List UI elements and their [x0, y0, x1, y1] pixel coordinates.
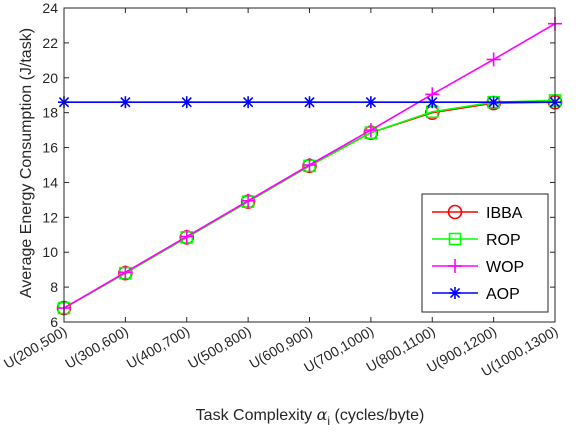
x-axis-title: Task Complexity αi (cycles/byte)	[196, 405, 425, 428]
legend-marker-wop	[448, 259, 462, 273]
y-tick-label: 16	[42, 140, 58, 156]
axes: 681012141618202224U(200,500)U(300,600)U(…	[1, 0, 561, 379]
y-tick-label: 22	[42, 35, 58, 51]
data-point-aop-1	[119, 96, 132, 109]
legend-label-wop: WOP	[486, 259, 524, 276]
x-tick-label: U(200,500)	[1, 323, 70, 372]
legend-entry-aop: AOP	[432, 286, 520, 303]
y-tick-label: 6	[50, 314, 58, 330]
legend-label-aop: AOP	[486, 286, 520, 303]
data-point-wop-1	[118, 265, 133, 280]
y-tick-label: 10	[42, 244, 58, 260]
data-point-aop-7	[487, 96, 500, 109]
y-axis-title: Average Energy Consumption (J/task)	[18, 28, 35, 298]
y-tick-label: 24	[42, 0, 58, 16]
data-point-wop-5	[363, 123, 378, 138]
data-point-wop-3	[241, 193, 256, 208]
legend: IBBA ROP WOP AOP	[421, 193, 549, 313]
data-point-aop-2	[180, 96, 193, 109]
y-tick-label: 14	[42, 174, 58, 190]
legend-marker-ibba	[447, 204, 463, 220]
data-point-aop-4	[303, 96, 316, 109]
x-tick-label: U(500,800)	[185, 323, 254, 372]
y-tick-label: 20	[42, 70, 58, 86]
x-axis-title-unit: (cycles/byte)	[330, 407, 424, 424]
y-tick-label: 18	[42, 105, 58, 121]
x-axis-title-sub: i	[327, 414, 330, 428]
x-axis-title-symbol: α	[317, 405, 328, 424]
legend-marker-rop	[448, 232, 462, 246]
data-point-wop-4	[302, 158, 317, 172]
x-tick-label: U(300,600)	[62, 323, 131, 372]
data-point-aop-5	[364, 96, 377, 109]
data-point-aop-6	[426, 96, 439, 109]
legend-entry-rop: ROP	[432, 232, 521, 249]
x-tick-label: U(400,700)	[124, 323, 193, 372]
legend-marker-aop	[449, 287, 461, 299]
legend-label-ibba: IBBA	[486, 205, 523, 222]
data-point-aop-3	[242, 96, 255, 109]
y-tick-label: 12	[42, 209, 58, 225]
x-axis-title-main: Task Complexity	[196, 407, 317, 424]
data-point-wop-2	[179, 229, 194, 244]
legend-entry-ibba: IBBA	[432, 204, 523, 222]
legend-label-rop: ROP	[486, 232, 521, 249]
y-tick-label: 8	[50, 279, 58, 295]
x-tick-label: U(700,1000)	[301, 323, 376, 376]
legend-entry-wop: WOP	[432, 259, 524, 276]
data-point-wop-7	[486, 52, 501, 67]
